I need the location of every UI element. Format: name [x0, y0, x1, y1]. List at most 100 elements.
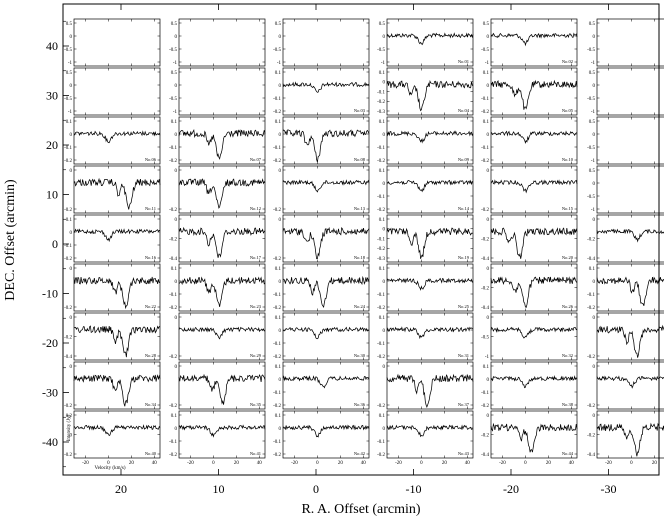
- panel-label: No.29: [250, 353, 262, 358]
- spectrum-panel: 0.5 0 -0.5 -1: [169, 67, 266, 116]
- spectrum-trace: [596, 375, 664, 389]
- spectrum-trace: [490, 227, 578, 259]
- panel-y-tick-label: 0: [487, 133, 490, 138]
- panel-label: No.31: [458, 353, 469, 358]
- panel-x-tick-label: 0: [524, 461, 527, 466]
- panel-x-tick-label: 40: [465, 461, 471, 466]
- panel-label: No.05: [562, 108, 574, 113]
- spectrum-panel: 0.5 0 -0.5 -1 No.02: [481, 18, 578, 67]
- panel-label: No.25: [458, 304, 470, 309]
- panel-label: No.30: [354, 353, 366, 358]
- panel-y-tick-label: -0.2: [169, 208, 177, 213]
- panel-y-tick-label: 0: [487, 316, 490, 321]
- panel-frame: [490, 116, 578, 165]
- panel-y-tick-label: -0.2: [169, 159, 177, 164]
- spectrum-trace: [596, 228, 664, 243]
- panel-y-tick-label: -0.2: [377, 208, 385, 213]
- panel-y-tick-label: 0.5: [589, 71, 596, 76]
- panel-label: No.35: [250, 402, 262, 407]
- panel-y-tick-label: -0.1: [273, 146, 281, 151]
- spectrum-panel: 0.1 0 -0.1 -0.2 No.05: [481, 67, 578, 116]
- panel-y-tick-label: -0.5: [273, 48, 281, 53]
- panel-label: No.16: [145, 255, 157, 260]
- panel-y-tick-label: -0.2: [587, 404, 595, 409]
- panel-frame: [178, 361, 266, 410]
- spectrum-trace: [386, 80, 474, 112]
- panel-y-tick-label: -0.1: [377, 440, 385, 445]
- spectrum-trace: [490, 179, 578, 194]
- spectrum-panel: 0.1 0 -0.1 -0.2 -0.3 No.04: [377, 67, 474, 116]
- y-axis-tick-label: -40: [42, 435, 58, 449]
- spectrum-trace: [490, 276, 578, 309]
- panel-frame: [178, 116, 266, 165]
- panel-x-tick-label: 0: [420, 461, 423, 466]
- panel-y-tick-label: 0: [175, 84, 178, 89]
- inset-velocity-label: Velocity (km/s): [95, 466, 126, 471]
- spectrum-panel: 0 -0.2 No.29: [169, 312, 266, 361]
- panel-y-tick-label: -1: [591, 159, 596, 164]
- spectrum-panel: 0.5 0 -0.5 -1: [169, 18, 266, 67]
- panel-y-tick-label: 0.5: [171, 71, 178, 76]
- panel-label: No.42: [354, 451, 365, 456]
- panel-y-tick-label: -1: [68, 61, 73, 66]
- spectrum-trace: [178, 276, 266, 307]
- panel-label: No.37: [458, 402, 470, 407]
- panel-y-tick-label: 0: [383, 182, 386, 187]
- panel-frame: [282, 67, 370, 116]
- panel-y-tick-label: -0.5: [587, 195, 595, 200]
- panel-y-tick-label: -1: [591, 61, 596, 66]
- panel-label: No.06: [145, 157, 157, 162]
- spectrum-panel: 0 -0.2 No.22: [64, 263, 161, 312]
- panel-y-tick-label: 0.1: [66, 218, 73, 223]
- panel-y-tick-label: 0.1: [275, 414, 282, 419]
- panel-y-tick-label: 0: [279, 329, 282, 334]
- panel-y-tick-label: -0.2: [481, 433, 489, 438]
- spectrum-panel: 0 -0.2 No.37: [377, 361, 474, 410]
- panel-label: No.13: [354, 206, 366, 211]
- panel-frame: [490, 165, 578, 214]
- panel-y-tick-label: -0.4: [587, 257, 595, 262]
- panel-frame: [596, 361, 664, 410]
- panel-y-tick-label: 0: [279, 427, 282, 432]
- panel-x-tick-label: 0: [630, 461, 633, 466]
- panel-y-tick-label: 0: [175, 365, 178, 370]
- panel-frame: [596, 312, 664, 361]
- spectrum-panel: 0.1 0 -0.1 -0.2 No.30: [273, 312, 370, 361]
- panel-y-tick-label: 0: [70, 84, 73, 89]
- panel-y-tick-label: 0.1: [379, 267, 386, 272]
- panel-y-tick-label: 0: [487, 35, 490, 40]
- panel-frame: [73, 361, 161, 410]
- panel-label: No.12: [250, 206, 261, 211]
- panel-label: No.04: [458, 108, 470, 113]
- panel-y-tick-label: 0: [593, 133, 596, 138]
- spectrum-panel: 0-0.2-0.4No.21: [587, 214, 664, 263]
- panel-y-tick-label: 0: [383, 35, 386, 40]
- panel-x-tick-label: 40: [152, 461, 158, 466]
- spectrum-trace: [178, 326, 266, 340]
- panel-y-tick-label: -0.2: [64, 306, 72, 311]
- panel-y-tick-label: -0.1: [377, 195, 385, 200]
- panel-y-tick-label: -1: [173, 61, 178, 66]
- spectrum-trace: [73, 177, 161, 210]
- panel-y-tick-label: 0: [175, 35, 178, 40]
- panel-y-tick-label: 0.2: [66, 414, 73, 419]
- spectrum-panel: 0.1 0 -0.1 -0.2 -20 0 20 40 No.41: [169, 410, 266, 466]
- panel-label: No.11: [145, 206, 156, 211]
- x-axis-title: R. A. Offset (arcmin): [301, 502, 420, 517]
- spectrum-trace: [73, 325, 161, 358]
- panel-y-tick-label: 0.5: [275, 22, 282, 27]
- panel-y-tick-label: 0: [593, 182, 596, 187]
- panel-y-tick-label: -0.2: [587, 237, 595, 242]
- panel-frame: [596, 116, 664, 165]
- spectrum-panel: 0.1 0 -0.1 -0.2 -20 0 20 40 No.42: [273, 410, 370, 466]
- panel-frame: [386, 263, 474, 312]
- panel-y-tick-label: 0: [70, 433, 73, 438]
- panel-y-tick-label: 0.1: [171, 414, 178, 419]
- spectrum-trace: [282, 129, 370, 163]
- panel-y-tick-label: 0.5: [589, 120, 596, 125]
- panel-y-tick-label: 0.1: [66, 120, 73, 125]
- panel-y-tick-label: -0.2: [273, 159, 281, 164]
- panel-y-tick-label: 0.1: [379, 120, 386, 125]
